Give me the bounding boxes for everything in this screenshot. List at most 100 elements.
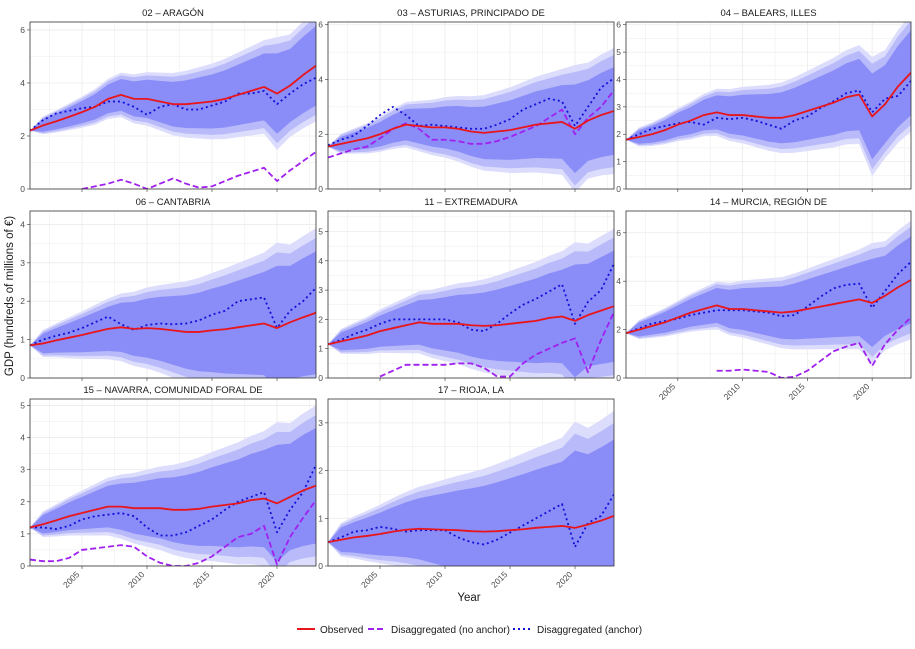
legend: Observed Disaggregated (no anchor) Disag… [297,625,642,636]
y-tick-label: 3 [318,285,323,295]
series-line-anchor [328,263,614,346]
panel-border [29,21,317,190]
panel-border [29,210,317,379]
panel-border [327,210,615,379]
x-tick-label: 2005 [61,569,82,590]
y-tick-label: 4 [20,433,25,443]
x-tick-label: 2010 [126,569,147,590]
facet-title: 03 – ASTURIAS, PRINCIPADO DE [397,8,545,19]
series-line-no-anchor [328,89,614,159]
facet-title: 06 – CANTABRIA [136,197,211,208]
uncertainty-band-inner [30,427,316,562]
uncertainty-band-inner [30,251,316,378]
y-tick-label: 3 [318,418,323,428]
y-tick-label: 0 [20,561,25,571]
series-line-anchor [626,261,911,335]
facet-title: 14 – MURCIA, REGIÓN DE [710,197,827,208]
uncertainty-band-inner [328,439,614,566]
series-line-anchor [30,287,316,347]
series-line-observed [30,311,316,347]
series-line-observed [328,515,614,544]
legend-label-observed: Observed [320,625,363,636]
y-tick-label: 0 [318,184,323,194]
y-tick-label: 5 [616,47,621,57]
y-tick-label: 5 [20,400,25,410]
series-line-no-anchor [716,316,911,378]
series-line-observed [328,110,614,148]
panel-border [29,398,317,567]
x-tick-label: 2015 [191,569,212,590]
series-line-anchor [328,493,614,548]
y-tick-label: 4 [20,78,25,88]
facet-title: 11 – EXTREMADURA [424,197,518,208]
series-line-observed [30,65,316,132]
facet-panel: 04 – BALEARS, ILLES 0 1 2 3 4 5 6 [616,8,912,194]
x-tick-label: 2020 [256,569,277,590]
y-tick-label: 3 [20,465,25,475]
uncertainty-band-inner [328,67,614,174]
facet-panel: 15 – NAVARRA, COMUNIDAD FORAL DE 0 1 2 3 4 5 20… [20,385,317,590]
series-line-no-anchor [81,151,316,189]
facet-panel: 11 – EXTREMADURA 0 1 2 3 4 5 [318,197,615,383]
y-tick-label: 6 [616,228,621,238]
y-tick-label: 5 [318,227,323,237]
y-axis-label: GDP (hundreds of millions of €) [4,216,16,376]
panel-border [327,21,615,190]
y-tick-label: 2 [616,325,621,335]
y-tick-label: 1 [318,344,323,354]
y-tick-label: 2 [318,314,323,324]
y-tick-label: 2 [318,466,323,476]
facet-panel: 14 – MURCIA, REGIÓN DE 0 2 4 6 2005 2010 2015 20… [616,197,912,402]
y-tick-label: 4 [318,74,323,84]
x-tick-label: 2005 [657,381,678,402]
series-line-anchor [626,80,911,141]
series-line-observed [626,279,911,335]
legend-label-anchor: Disaggregated (anchor) [537,625,642,636]
facet-title: 04 – BALEARS, ILLES [720,8,816,19]
facet-panel: 17 – RIOJA, LA 0 1 2 3 2005 2010 2015 2020 [318,385,615,590]
y-tick-label: 2 [616,129,621,139]
y-tick-label: 4 [20,219,25,229]
y-tick-label: 3 [20,258,25,268]
y-tick-label: 1 [318,513,323,523]
facet-panel: 06 – CANTABRIA 0 1 2 3 4 [20,197,317,383]
series-line-no-anchor [379,311,614,378]
y-tick-label: 1 [616,157,621,167]
uncertainty-band-inner [626,30,911,160]
y-tick-label: 1 [20,335,25,345]
x-tick-label: 2015 [489,569,510,590]
y-tick-label: 6 [318,20,323,30]
x-tick-label: 2010 [424,569,445,590]
y-tick-label: 0 [616,373,621,383]
legend-label-no-anchor: Disaggregated (no anchor) [391,625,510,636]
facet-panel: 03 – ASTURIAS, PRINCIPADO DE 0 2 4 6 [318,8,615,194]
y-tick-label: 3 [616,102,621,112]
series-line-observed [328,305,614,346]
x-tick-label: 2020 [851,381,872,402]
y-tick-label: 0 [318,561,323,571]
facet-title: 17 – RIOJA, LA [438,385,505,396]
series-line-no-anchor [30,499,316,566]
uncertainty-band-inner [30,25,316,134]
y-tick-label: 6 [616,20,621,30]
y-tick-label: 4 [318,256,323,266]
x-tick-label: 2020 [554,569,575,590]
uncertainty-band-inner [626,236,911,348]
y-tick-label: 6 [20,25,25,35]
y-tick-label: 2 [20,131,25,141]
series-line-observed [30,484,316,529]
y-tick-label: 0 [20,373,25,383]
y-tick-label: 1 [20,529,25,539]
uncertainty-band-inner [328,250,614,378]
x-tick-label: 2005 [359,569,380,590]
y-tick-label: 0 [318,373,323,383]
panel-border [625,210,912,379]
y-tick-label: 2 [20,296,25,306]
facet-panel: 02 – ARAGÓN 0 2 4 6 [20,8,317,194]
facet-title: 15 – NAVARRA, COMUNIDAD FORAL DE [83,385,262,396]
series-line-observed [626,72,911,141]
x-tick-label: 2015 [786,381,807,402]
y-tick-label: 4 [616,276,621,286]
